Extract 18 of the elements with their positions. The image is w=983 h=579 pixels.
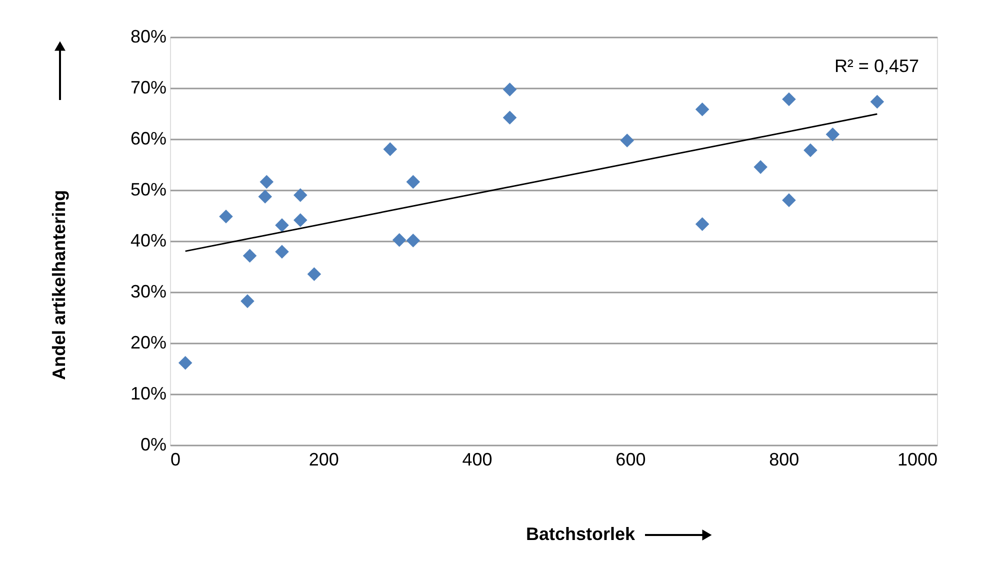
y-tick-label: 0% [140, 434, 166, 454]
x-tick-label: 200 [308, 450, 339, 470]
x-tick-label: 800 [769, 450, 800, 470]
y-tick-label: 20% [130, 332, 166, 352]
y-axis-title: Andel artikelhantering [49, 190, 69, 380]
x-tick-label: 600 [616, 450, 646, 470]
x-tick-label: 0 [170, 450, 181, 470]
x-axis-title: Batchstorlek [526, 524, 636, 544]
annotation: R² = 0,457 [834, 56, 919, 76]
y-tick-label: 50% [130, 180, 166, 200]
y-tick-label: 80% [130, 26, 166, 46]
y-tick-label: 10% [130, 384, 166, 404]
y-tick-label: 30% [130, 282, 166, 302]
y-tick-label: 70% [130, 78, 166, 98]
y-tick-label: 60% [130, 128, 166, 148]
y-tick-label: 40% [130, 230, 166, 250]
x-tick-label: 400 [462, 450, 492, 470]
x-tick-label: 1000 [897, 450, 938, 470]
